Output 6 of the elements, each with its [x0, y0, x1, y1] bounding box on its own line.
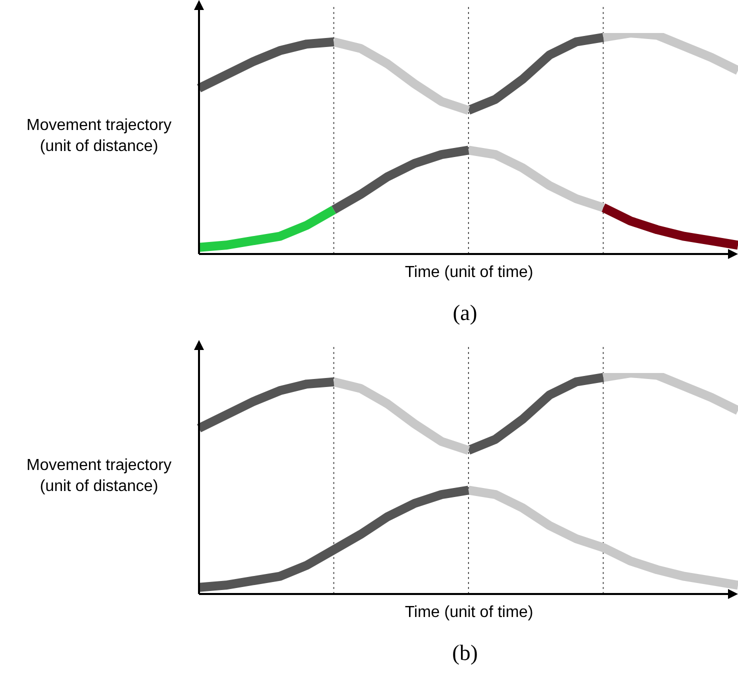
text: (a)	[452, 300, 478, 326]
y-axis-title: Movement trajectory (unit of distance)	[26, 116, 172, 157]
x-axis-title: Time (unit of time)	[404, 604, 534, 622]
text: (b)	[451, 640, 479, 666]
x-axis-title: Time (unit of time)	[404, 264, 534, 282]
y-axis-title: Movement trajectory (unit of distance)	[26, 456, 172, 497]
